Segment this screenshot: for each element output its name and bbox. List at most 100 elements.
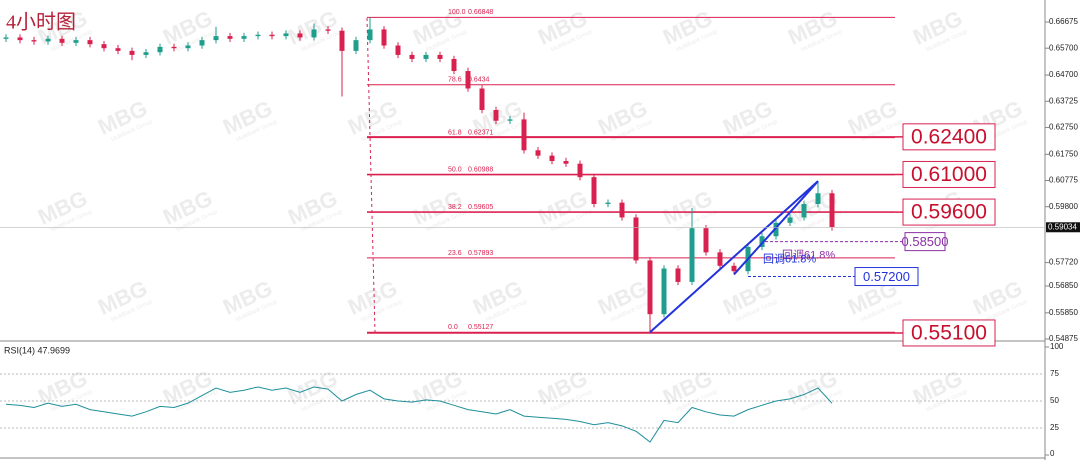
candle-body [773,222,779,237]
y-tick-label: 0.66675 [1049,17,1078,26]
candle-body [717,252,723,266]
y-tick-label: 0.57720 [1049,258,1078,267]
candle-body [507,119,513,121]
rsi-label: RSI(14) 47.9699 [4,345,70,355]
fib-price: 0.66848 [468,9,493,16]
y-tick-label: 0.54875 [1049,334,1078,343]
y-tick-label: 0.59800 [1049,202,1078,211]
fib-ratio: 100.0 [448,9,466,16]
rsi-tick-label: 25 [1050,423,1059,432]
candle-body [479,88,485,110]
fib-price: 0.60988 [468,167,493,174]
candle-body [199,40,205,46]
candle-body [185,45,191,49]
rsi-tick-label: 100 [1050,342,1064,351]
candle-body [465,71,471,89]
candle-body [325,29,331,31]
candle-body [59,38,65,43]
level-label: 0.55100 [911,322,987,345]
candle-body [787,217,793,223]
candle-body [45,38,51,42]
fib-ratio: 78.6 [448,77,462,84]
rsi-line [5,386,833,443]
candle-body [605,202,611,205]
rsi-tick-label: 75 [1050,369,1059,378]
candle-body [129,50,135,55]
candle-body [73,40,79,43]
candle-body [227,36,233,39]
candle-body [577,163,583,178]
candle-body [619,202,625,218]
retrace-label: 0.58500 [902,234,949,249]
level-box [902,160,996,188]
candle-body [815,193,821,205]
y-tick-label: 0.65700 [1049,43,1078,52]
candle-body [101,44,107,49]
candle-body [367,29,373,41]
candle-body [115,48,121,51]
retrace-box [904,232,946,252]
candle-body [675,268,681,282]
retrace-text: 回调61.8% [782,249,835,262]
fib-ratio: 38.2 [448,204,462,211]
retrace-box [854,267,919,287]
fib-price: 0.59605 [468,204,493,211]
candle-body [493,109,499,121]
chart-title: 4小时图 [6,11,76,34]
candle-body [689,228,695,282]
candle-body [353,40,359,51]
candle-body [157,46,163,53]
candle-body [731,265,737,272]
candle-body [395,45,401,55]
fib-price: 0.62371 [468,129,493,136]
candle-body [31,40,37,42]
trendline [649,180,819,333]
candle-body [241,36,247,39]
candle-body [297,33,303,38]
candle-body [563,161,569,164]
candle-body [283,33,289,37]
plot: 0.66675 0.65700 0.64700 0.63725 0.62750 0.617… [0,9,1080,458]
level-label: 0.59600 [911,201,987,224]
candle-body [549,155,555,162]
level-label: 0.62400 [911,125,987,148]
fib-ratio: 50.0 [448,167,462,174]
candle-body [647,260,653,315]
candle-body [703,228,709,253]
candle-body [801,204,807,218]
candle-body [143,52,149,55]
candle-body [171,46,177,49]
fib-price: 0.6434 [468,77,490,84]
y-tick-label: 0.63725 [1049,96,1078,105]
fib-ratio: 61.8 [448,129,462,136]
fib-price: 0.55127 [468,324,493,331]
candle-body [423,54,429,59]
candle-body [255,34,261,37]
candle-body [339,30,345,51]
y-tick-label: 0.62750 [1049,123,1078,132]
level-box [902,198,996,226]
candle-body [661,268,667,315]
candle-body [269,34,275,37]
retrace-label: 0.57200 [863,269,910,284]
fib-price: 0.57893 [468,250,493,257]
candle-body [213,36,219,41]
candle-body [759,236,765,247]
fib-ratio: 23.6 [448,250,462,257]
candle-body [87,40,93,45]
trendline [733,180,819,276]
candle-body [311,29,317,38]
y-tick-label: 0.55850 [1049,308,1078,317]
current-price-box [1046,222,1080,233]
level-box [902,123,996,151]
fib-ratio: 0.0 [448,324,458,331]
candle-body [535,150,541,156]
current-price-label: 0.59034 [1048,222,1077,231]
y-tick-label: 0.61750 [1049,149,1078,158]
candle-body [591,177,597,205]
rsi-tick-label: 50 [1050,396,1059,405]
level-box [902,319,996,347]
candle-body [381,29,387,46]
